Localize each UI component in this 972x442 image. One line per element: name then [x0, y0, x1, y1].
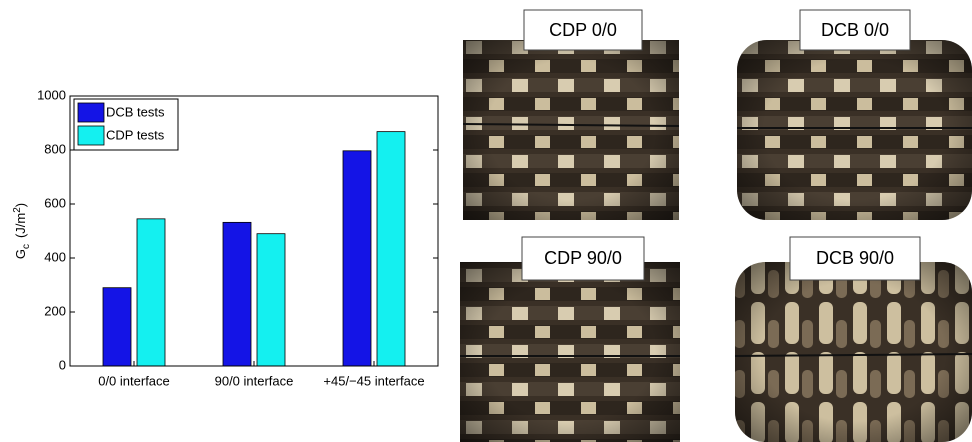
bar	[342, 150, 372, 367]
y-tick-label: 800	[44, 141, 66, 156]
photo-dcb-900: DCB 90/0	[734, 236, 972, 442]
x-tick-label: +45/−45 interface	[323, 373, 424, 388]
photo-cdp-900: CDP 90/0	[460, 236, 680, 442]
y-label-superscript: 2	[12, 207, 23, 213]
chart: Gc (J/m2) 0 200 400 600 800 1000 0/0 interface 9…	[12, 87, 439, 388]
legend-swatch	[77, 125, 105, 146]
photo-label: DCB 0/0	[821, 20, 889, 40]
y-axis-label: Gc (J/m2)	[12, 203, 32, 259]
y-label-unit: (J/m	[13, 213, 28, 238]
photo-label: CDP 0/0	[549, 20, 617, 40]
photo-label: CDP 90/0	[544, 248, 622, 268]
bar	[136, 218, 166, 367]
y-tick-label: 600	[44, 195, 66, 210]
x-tick-label: 90/0 interface	[215, 373, 294, 388]
bar	[256, 233, 286, 367]
axes-box	[69, 95, 439, 367]
x-tick-label: 0/0 interface	[98, 373, 170, 388]
y-label-symbol: G	[13, 249, 28, 259]
y-tick-label: 1000	[37, 87, 66, 102]
bar	[376, 131, 406, 367]
y-label-close: )	[13, 203, 28, 207]
y-label-subscript: c	[21, 244, 32, 249]
legend-label: DCB tests	[106, 104, 165, 119]
bar	[102, 287, 132, 367]
y-tick-label: 0	[59, 357, 66, 372]
photo-dcb-00: DCB 0/0	[737, 9, 972, 220]
legend-label: CDP tests	[106, 127, 165, 142]
photo-cdp-00: CDP 0/0	[462, 9, 680, 220]
legend-swatch	[77, 102, 105, 123]
photo-label: DCB 90/0	[816, 248, 894, 268]
bar	[222, 221, 252, 367]
y-tick-label: 200	[44, 303, 66, 318]
y-tick-label: 400	[44, 249, 66, 264]
